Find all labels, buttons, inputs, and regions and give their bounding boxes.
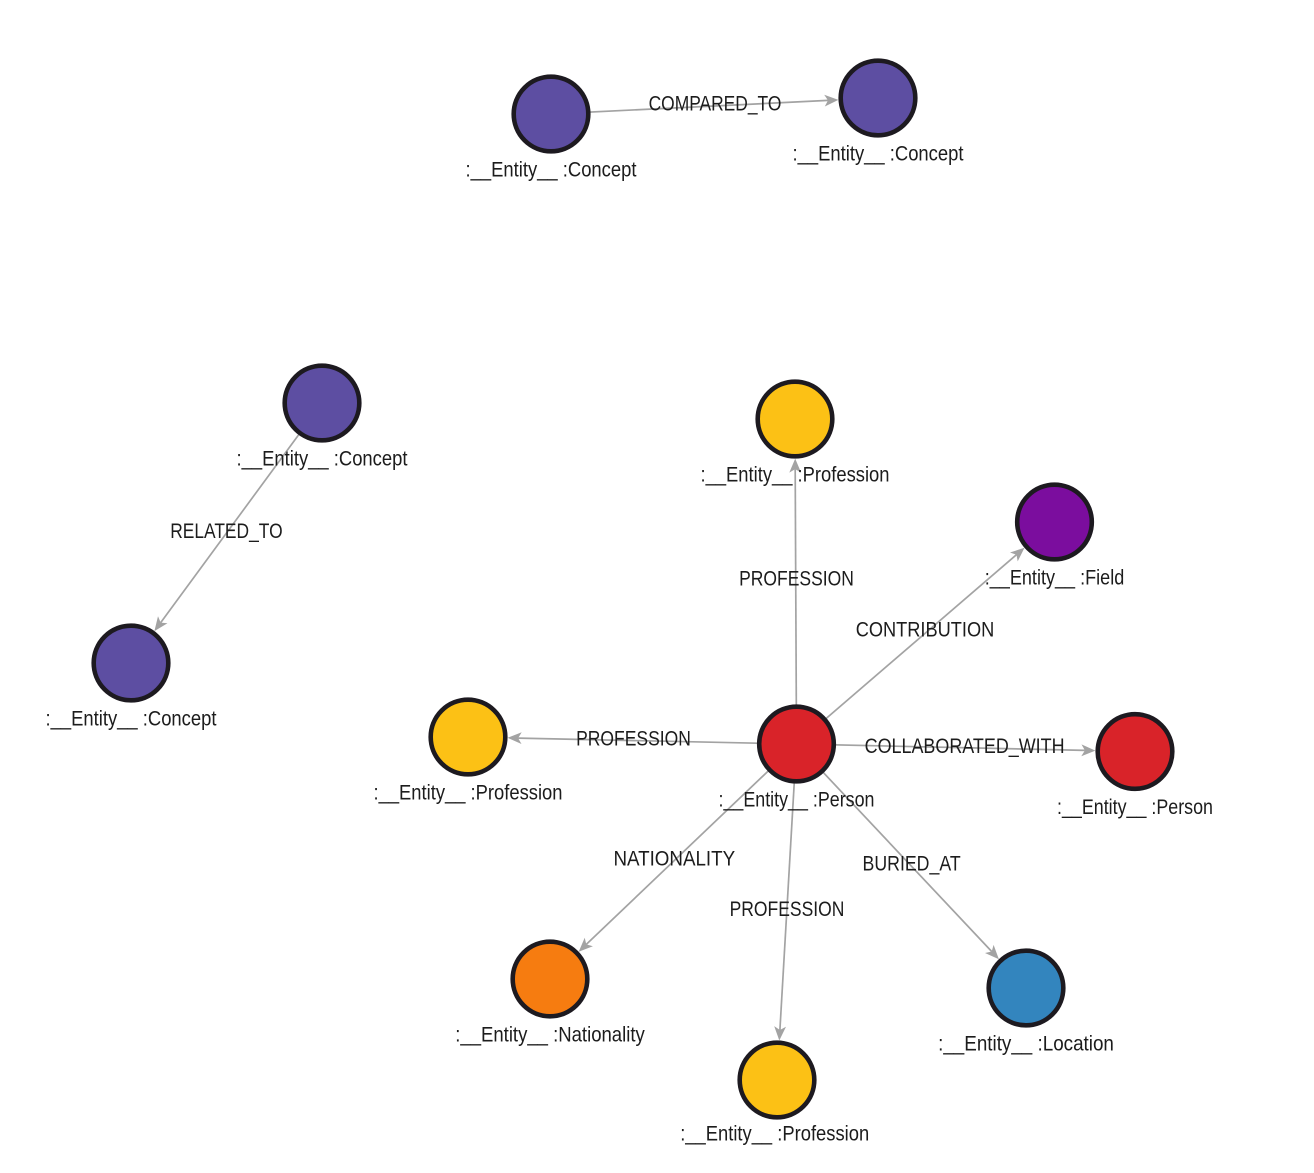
svg-text:NATIONALITY: NATIONALITY [613,847,735,870]
svg-text::__Entity__ :Profession: :__Entity__ :Profession [374,782,563,805]
svg-text::__Entity__ :Concept: :__Entity__ :Concept [237,448,408,471]
svg-text::__Entity__ :Concept: :__Entity__ :Concept [466,159,637,182]
svg-text::__Entity__ :Profession: :__Entity__ :Profession [680,1123,869,1146]
svg-text::__Entity__ :Concept: :__Entity__ :Concept [793,143,964,166]
svg-text::__Entity__ :Person: :__Entity__ :Person [1057,796,1213,819]
svg-text:COMPARED_TO: COMPARED_TO [649,93,782,116]
svg-text::__Entity__ :Field: :__Entity__ :Field [985,567,1125,590]
svg-text::__Entity__ :Profession: :__Entity__ :Profession [701,464,890,487]
svg-text:COLLABORATED_WITH: COLLABORATED_WITH [865,735,1065,758]
svg-text:PROFESSION: PROFESSION [739,568,854,591]
svg-text:CONTRIBUTION: CONTRIBUTION [856,619,995,642]
svg-text::__Entity__ :Location: :__Entity__ :Location [938,1033,1114,1056]
svg-text::__Entity__ :Nationality: :__Entity__ :Nationality [455,1024,645,1047]
svg-text:BURIED_AT: BURIED_AT [863,852,961,875]
svg-text::__Entity__ :Concept: :__Entity__ :Concept [46,708,217,731]
svg-text::__Entity__ :Person: :__Entity__ :Person [719,789,875,812]
svg-text:PROFESSION: PROFESSION [730,898,845,921]
svg-text:PROFESSION: PROFESSION [576,728,691,751]
svg-text:RELATED_TO: RELATED_TO [170,520,282,543]
